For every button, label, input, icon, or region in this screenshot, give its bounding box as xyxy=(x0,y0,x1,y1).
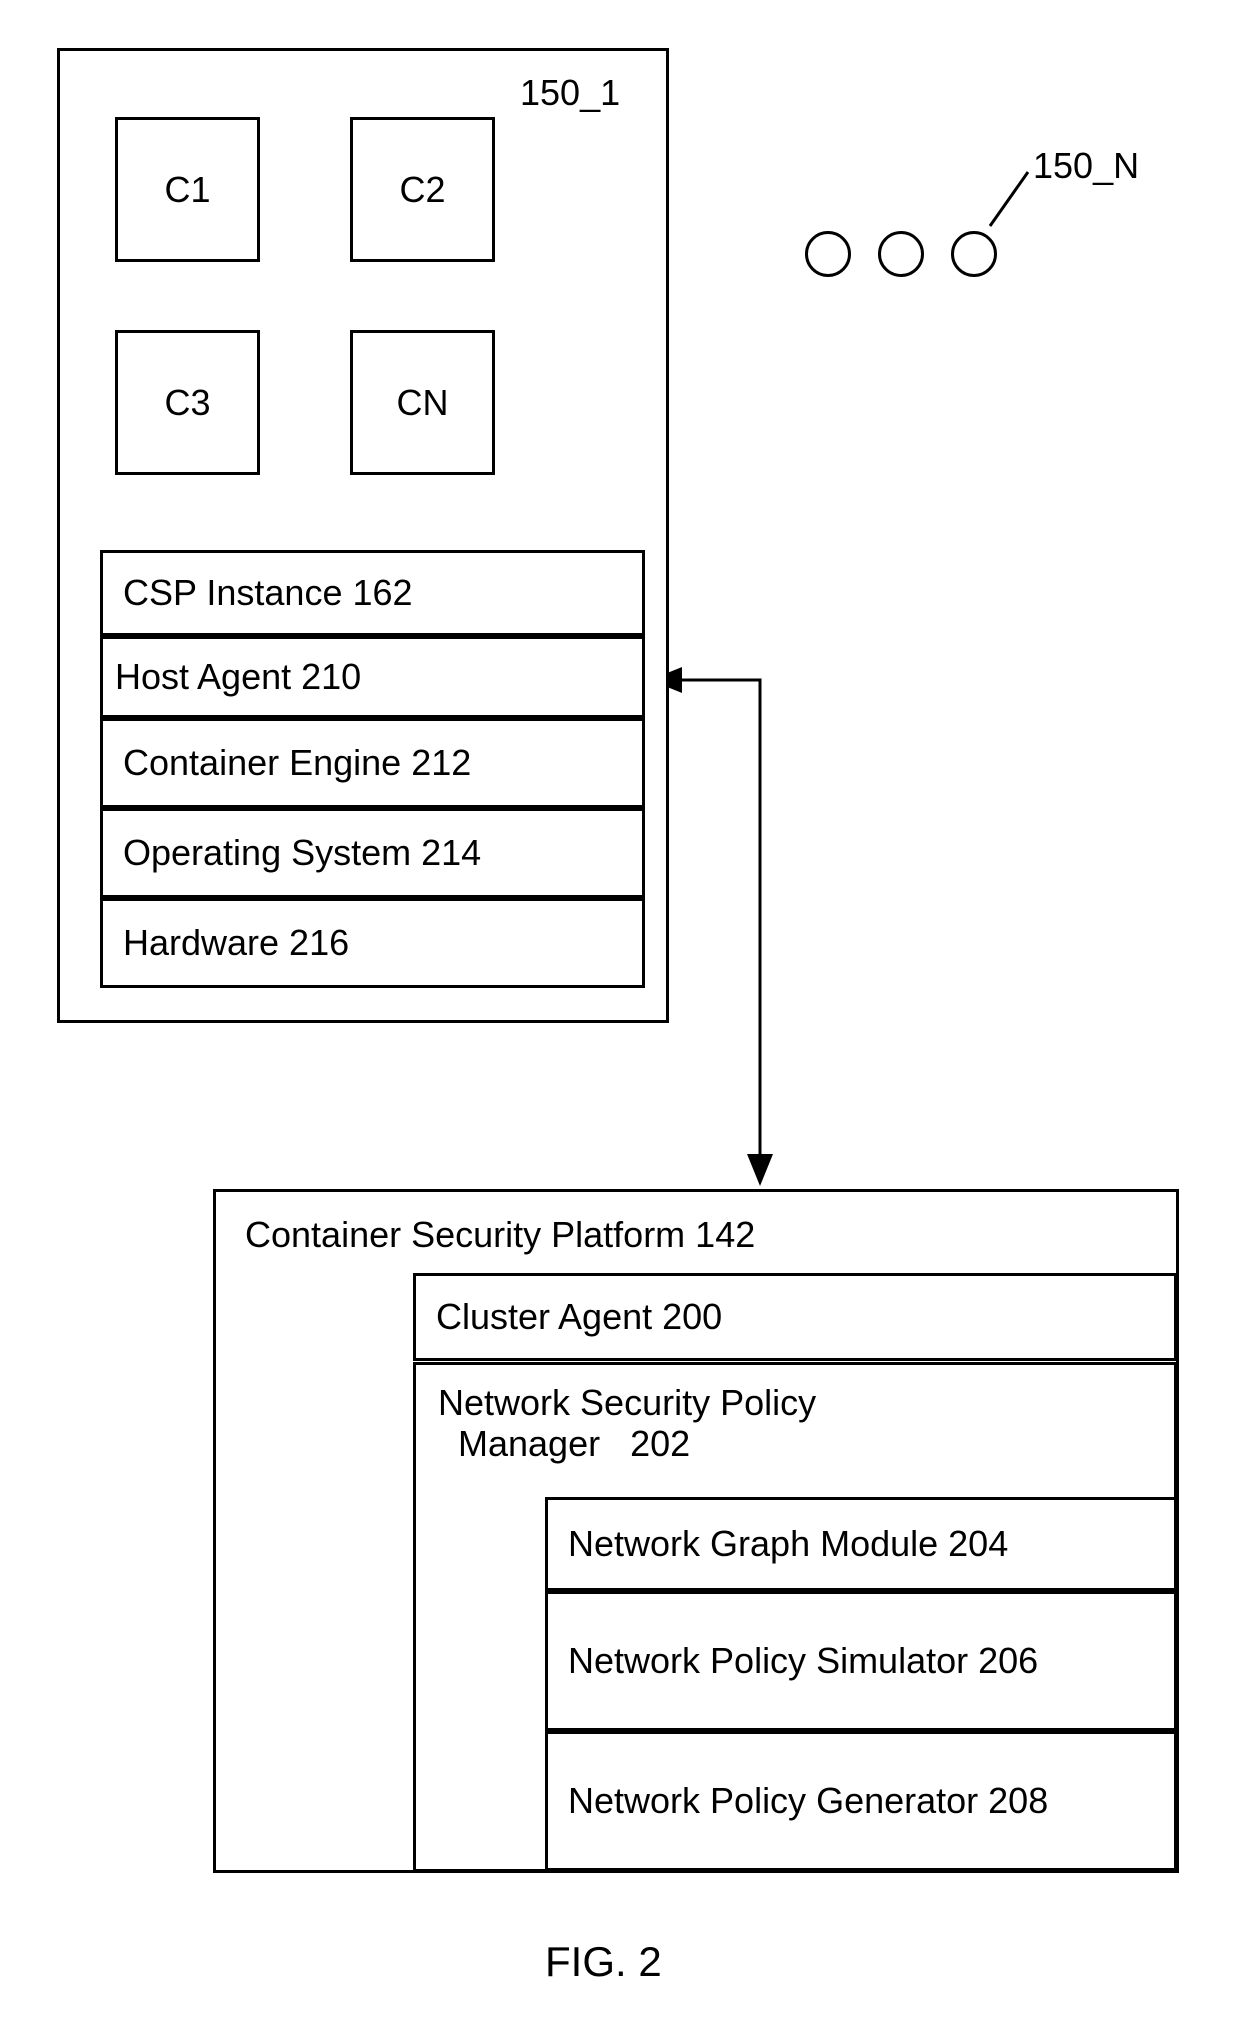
cluster-agent-box: Cluster Agent 200 xyxy=(413,1273,1177,1361)
ellipsis-circle-1 xyxy=(805,231,851,277)
network-policy-generator-box: Network Policy Generator 208 xyxy=(545,1731,1177,1871)
network-graph-module-label: Network Graph Module 204 xyxy=(548,1500,1174,1588)
container-cn-label: CN xyxy=(397,382,449,424)
container-c3-label: C3 xyxy=(164,382,210,424)
network-policy-simulator-box: Network Policy Simulator 206 xyxy=(545,1591,1177,1731)
network-policy-simulator-label: Network Policy Simulator 206 xyxy=(548,1594,1174,1728)
container-engine-box: Container Engine 212 xyxy=(100,718,645,808)
diagram-root: 150_1 C1 C2 C3 CN CSP Instance 162 Host … xyxy=(0,0,1240,2032)
hardware-label: Hardware 216 xyxy=(103,901,642,985)
ellipsis-circle-2 xyxy=(878,231,924,277)
container-c2-label: C2 xyxy=(399,169,445,211)
host-agent-box: Host Agent 210 xyxy=(100,636,645,718)
figure-caption: FIG. 2 xyxy=(545,1938,662,1986)
host-ref-label: 150_1 xyxy=(520,72,620,113)
ellipsis-leader xyxy=(990,172,1028,226)
csp-instance-label: CSP Instance 162 xyxy=(103,553,642,633)
hardware-box: Hardware 216 xyxy=(100,898,645,988)
container-c1: C1 xyxy=(115,117,260,262)
container-c3: C3 xyxy=(115,330,260,475)
container-engine-label: Container Engine 212 xyxy=(103,721,642,805)
cluster-agent-label: Cluster Agent 200 xyxy=(416,1276,1174,1358)
container-c2: C2 xyxy=(350,117,495,262)
platform-title: Container Security Platform 142 xyxy=(245,1214,755,1255)
csp-instance-box: CSP Instance 162 xyxy=(100,550,645,636)
operating-system-box: Operating System 214 xyxy=(100,808,645,898)
container-c1-label: C1 xyxy=(164,169,210,211)
host-agent-label: Host Agent 210 xyxy=(103,639,642,715)
container-cn: CN xyxy=(350,330,495,475)
ellipsis-ref-label: 150_N xyxy=(1033,145,1139,186)
ellipsis-circle-3 xyxy=(951,231,997,277)
operating-system-label: Operating System 214 xyxy=(103,811,642,895)
nspm-label: Network Security Policy Manager 202 xyxy=(438,1382,816,1465)
network-graph-module-box: Network Graph Module 204 xyxy=(545,1497,1177,1591)
arrowhead-down xyxy=(747,1154,773,1186)
network-policy-generator-label: Network Policy Generator 208 xyxy=(548,1734,1174,1868)
